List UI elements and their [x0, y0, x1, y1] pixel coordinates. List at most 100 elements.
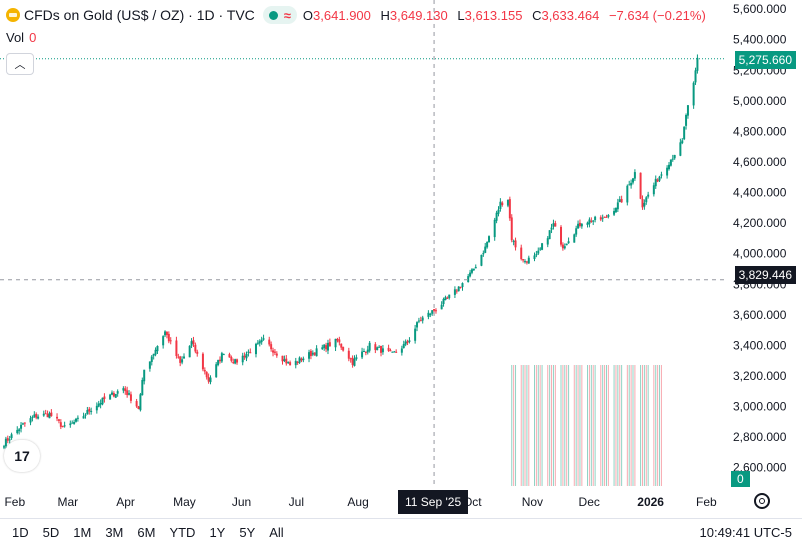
- x-tick-label: Mar: [58, 495, 79, 509]
- candle-body: [393, 351, 396, 353]
- candle-body: [50, 412, 53, 417]
- candle-body: [35, 414, 38, 418]
- candle-body: [355, 357, 358, 360]
- candle-body: [315, 348, 318, 357]
- candle-body: [535, 254, 538, 256]
- candle-body: [262, 338, 265, 340]
- candle-body: [152, 353, 155, 356]
- ohlc-open: 3,641.900: [313, 7, 371, 23]
- candles: [3, 54, 699, 450]
- candle-body: [69, 423, 72, 426]
- candle-body: [679, 142, 682, 156]
- candle-body: [590, 220, 593, 222]
- y-tick-label: 4,600.000: [733, 155, 787, 169]
- x-tick-label: Feb: [696, 495, 717, 509]
- candle-body: [209, 377, 212, 383]
- candle-body: [482, 253, 485, 255]
- x-tick-label: Jul: [289, 495, 304, 509]
- candle-body: [340, 343, 343, 348]
- candle-body: [103, 396, 106, 399]
- candle-body: [402, 344, 405, 348]
- candle-body: [8, 439, 11, 441]
- candle-body: [61, 426, 64, 428]
- candle-body: [84, 414, 87, 416]
- candle-body: [101, 397, 104, 405]
- candle-body: [539, 248, 542, 250]
- range-1m-button[interactable]: 1M: [73, 524, 92, 540]
- candle-body: [201, 353, 204, 370]
- crosshair-date-tag: 11 Sep '25: [398, 490, 469, 514]
- candle-body: [302, 358, 305, 361]
- symbol-title[interactable]: CFDs on Gold (US$ / OZ) · 1D · TVC: [24, 7, 255, 23]
- candle-body: [506, 199, 509, 206]
- candle-body: [323, 344, 326, 348]
- candle-body: [128, 393, 131, 395]
- y-tick-label: 3,400.000: [733, 338, 787, 352]
- candle-body: [218, 359, 221, 362]
- candle-body: [560, 226, 563, 245]
- candle-body: [563, 246, 566, 249]
- candle-body: [33, 414, 36, 417]
- range-3m-button[interactable]: 3M: [105, 524, 124, 540]
- x-tick-label: Apr: [116, 495, 135, 509]
- candle-body: [164, 331, 167, 336]
- x-tick-label: Feb: [4, 495, 25, 509]
- candle-body: [599, 217, 602, 220]
- gear-icon[interactable]: [754, 493, 770, 509]
- collapse-legend-button[interactable]: ︿: [6, 53, 34, 75]
- range-1d-button[interactable]: 1D: [12, 524, 29, 540]
- candle-body: [613, 211, 616, 215]
- candle-body: [122, 388, 125, 391]
- candle-body: [192, 340, 195, 344]
- candle-body: [289, 362, 292, 366]
- candle-body: [334, 338, 337, 348]
- candle-body: [203, 370, 206, 372]
- y-tick-label: 4,000.000: [733, 247, 787, 261]
- candle-body: [417, 320, 420, 322]
- candle-body: [182, 356, 185, 359]
- candle-body: [336, 338, 339, 341]
- x-tick-label: Dec: [579, 495, 600, 509]
- candle-body: [20, 424, 23, 429]
- candle-body: [232, 361, 235, 364]
- ohlc-high-label: H: [380, 7, 390, 23]
- range-5d-button[interactable]: 5D: [42, 524, 60, 540]
- range-all-button[interactable]: All: [269, 524, 284, 540]
- range-1y-button[interactable]: 1Y: [209, 524, 226, 540]
- candle-body: [618, 199, 621, 202]
- candle-body: [247, 351, 250, 353]
- wave-icon: ≈: [283, 7, 291, 23]
- clock-timezone[interactable]: 10:49:41 UTC-5: [699, 524, 793, 540]
- candle-body: [63, 425, 66, 427]
- chart-legend: CFDs on Gold (US$ / OZ) · 1D · TVC ≈ O3,…: [6, 5, 712, 25]
- candle-body: [446, 297, 449, 299]
- candle-body: [139, 394, 142, 411]
- candle-body: [245, 353, 248, 359]
- candle-body: [71, 422, 74, 424]
- range-5y-button[interactable]: 5Y: [239, 524, 256, 540]
- candle-body: [408, 340, 411, 342]
- candle-body: [603, 216, 606, 218]
- candle-body: [194, 344, 197, 352]
- range-6m-button[interactable]: 6M: [137, 524, 156, 540]
- candle-body: [628, 184, 631, 186]
- candle-body: [484, 246, 487, 253]
- candle-body: [228, 354, 231, 358]
- range-ytd-button[interactable]: YTD: [169, 524, 196, 540]
- candle-body: [486, 241, 489, 248]
- x-tick-label: May: [173, 495, 196, 509]
- tradingview-logo-icon[interactable]: 17: [4, 440, 40, 472]
- candle-body: [258, 341, 261, 344]
- candle-body: [287, 362, 290, 364]
- x-tick-label: Jun: [232, 495, 251, 509]
- candle-body: [474, 266, 477, 269]
- candle-body: [273, 351, 276, 353]
- candle-body: [433, 309, 436, 311]
- candle-body: [285, 358, 288, 364]
- candle-body: [311, 352, 314, 355]
- market-status-pill[interactable]: ≈: [262, 6, 297, 24]
- candle-body: [234, 359, 237, 364]
- candle-body: [643, 202, 646, 207]
- candle-body: [548, 230, 551, 240]
